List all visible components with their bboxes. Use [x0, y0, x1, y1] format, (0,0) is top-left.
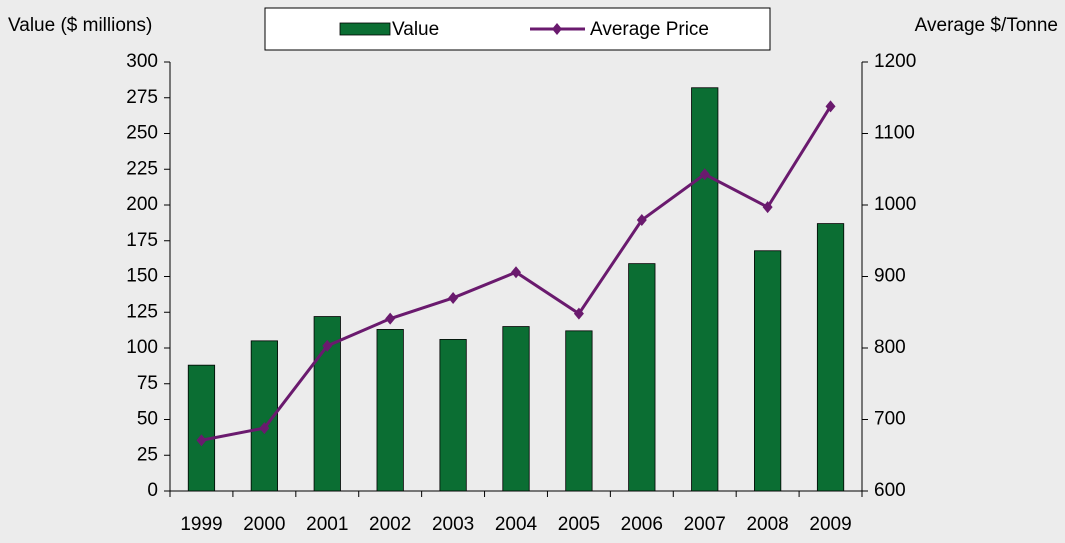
- x-tick-label: 2008: [746, 514, 788, 535]
- bar: [187, 364, 216, 492]
- bar: [376, 329, 404, 492]
- y2-tick-label: 1200: [874, 51, 916, 72]
- y2-tick-label: 1000: [874, 194, 916, 215]
- legend-label: Value: [392, 19, 439, 40]
- y-tick-label: 125: [126, 301, 158, 322]
- bar: [565, 330, 593, 492]
- y-tick-label: 50: [137, 409, 158, 430]
- x-tick-label: 2001: [306, 514, 348, 535]
- marker: [259, 422, 270, 435]
- bar: [754, 250, 782, 492]
- bar: [439, 339, 467, 492]
- marker: [825, 100, 836, 113]
- bar: [691, 87, 719, 492]
- marker: [699, 168, 710, 181]
- x-tick-label: 2007: [684, 514, 726, 535]
- y-tick-label: 300: [126, 51, 158, 72]
- x-tick-label: 2009: [809, 514, 851, 535]
- marker: [636, 214, 647, 227]
- marker: [448, 291, 459, 304]
- x-tick-label: 2000: [243, 514, 285, 535]
- y-tick-label: 250: [126, 123, 158, 144]
- y-tick-label: 25: [137, 444, 158, 465]
- marker: [511, 266, 521, 279]
- x-tick-label: 2006: [621, 514, 663, 535]
- y2-tick-label: 800: [874, 337, 906, 358]
- y-tick-label: 100: [126, 337, 158, 358]
- y2-tick-label: 600: [874, 480, 906, 501]
- legend-marker: [552, 23, 562, 35]
- y2-tick-label: 700: [874, 409, 906, 430]
- x-tick-label: 1999: [180, 514, 222, 535]
- marker: [385, 312, 396, 325]
- marker: [196, 434, 207, 447]
- bar: [816, 223, 845, 492]
- y2-tick-label: 900: [874, 266, 906, 287]
- marker: [322, 339, 333, 352]
- legend-swatch: [339, 22, 391, 36]
- y2-axis-label: Average $/Tonne: [915, 15, 1058, 36]
- y-tick-label: 75: [137, 373, 158, 394]
- y-tick-label: 175: [126, 230, 158, 251]
- y-tick-label: 150: [126, 266, 158, 287]
- x-tick-label: 2003: [432, 514, 474, 535]
- x-tick-label: 2002: [369, 514, 411, 535]
- y-axis-label: Value ($ millions): [8, 15, 152, 36]
- legend-label: Average Price: [590, 19, 709, 40]
- y2-tick-label: 1100: [874, 123, 915, 144]
- y-tick-label: 0: [147, 480, 158, 501]
- marker: [762, 201, 773, 214]
- x-tick-label: 2005: [558, 514, 600, 535]
- x-tick-label: 2004: [495, 514, 538, 535]
- bar: [628, 263, 656, 492]
- marker: [573, 307, 584, 320]
- y-tick-label: 225: [126, 158, 158, 179]
- y-tick-label: 200: [126, 194, 158, 215]
- y-tick-label: 275: [126, 87, 158, 108]
- bar: [502, 326, 530, 492]
